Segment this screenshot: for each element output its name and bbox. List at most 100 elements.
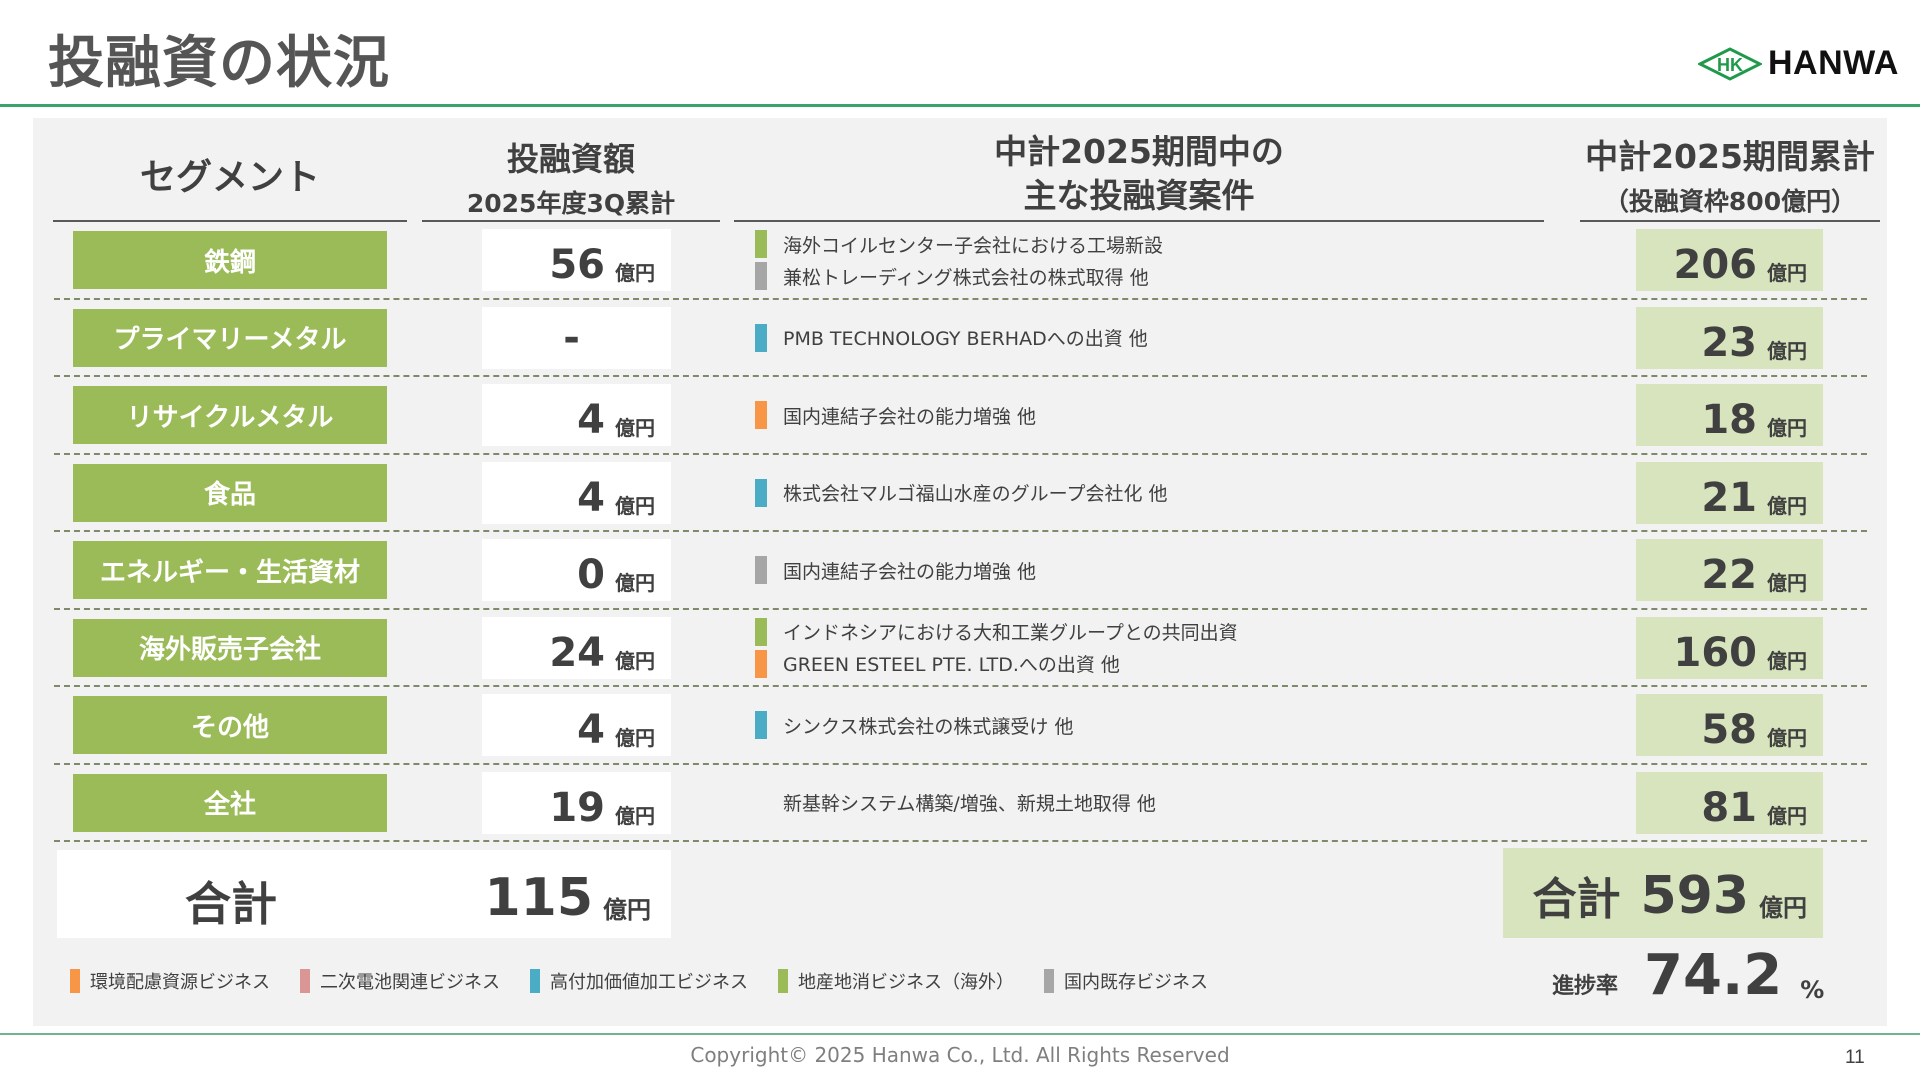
- amount-value: 19: [549, 784, 605, 831]
- row-divider: [54, 762, 1867, 765]
- header-underline-cases: [734, 220, 1544, 222]
- col-header-cases-line2: 主な投融資案件: [1023, 176, 1255, 215]
- amount-cell: 24 億円: [482, 616, 671, 679]
- case-text: GREEN ESTEEL PTE. LTD.への出資 他: [783, 654, 1120, 676]
- cumulative-cell: 160 億円: [1636, 616, 1823, 679]
- cumulative-unit: 億円: [1767, 648, 1807, 673]
- segment-label: 鉄鋼: [73, 231, 387, 289]
- total-label: 合計: [185, 877, 277, 931]
- cumulative-value: 18: [1701, 397, 1757, 443]
- cumulative-cell: 22 億円: [1636, 539, 1823, 601]
- legend-item: 二次電池関連ビジネス: [300, 968, 500, 994]
- header-underline-amount: [422, 220, 720, 222]
- col-header-amount-sub: 2025年度3Q累計: [466, 189, 676, 218]
- cumulative-unit: 億円: [1767, 571, 1807, 595]
- total-cumulative-unit: 億円: [1759, 894, 1807, 922]
- cumulative-value: 206: [1673, 242, 1758, 288]
- investment-cases: 新基幹システム構築/増強、新規土地取得 他: [755, 787, 1555, 819]
- case-text: 国内連結子会社の能力増強 他: [783, 405, 1037, 428]
- case-item: 兼松トレーディング株式会社の株式取得 他: [755, 260, 1555, 292]
- segment-label: その他: [73, 696, 387, 754]
- page-title: 投融資の状況: [48, 31, 390, 96]
- col-header-segment: セグメント: [139, 157, 320, 198]
- cumulative-cell: 81 億円: [1636, 771, 1823, 834]
- segment-label: 食品: [73, 463, 387, 522]
- cumulative-unit: 億円: [1767, 493, 1807, 518]
- cumulative-unit: 億円: [1767, 338, 1807, 363]
- category-legend: 環境配慮資源ビジネス 二次電池関連ビジネス 高付加価値加工ビジネス 地産地消ビジ…: [70, 968, 1238, 994]
- row-divider: [54, 375, 1867, 377]
- amount-unit: 億円: [615, 571, 655, 595]
- col-header-amount-title: 投融資額: [506, 140, 635, 178]
- category-marker-icon: [755, 262, 767, 290]
- case-item: 海外コイルセンター子会社における工場新設: [755, 228, 1555, 260]
- cumulative-cell: 21 億円: [1636, 461, 1823, 524]
- case-item: 国内連結子会社の能力増強 他: [755, 399, 1555, 431]
- case-item: 新基幹システム構築/増強、新規土地取得 他: [755, 787, 1555, 819]
- progress-value: 74.2: [1644, 943, 1783, 1008]
- col-header-cumulative-title: 中計2025期間累計: [1585, 137, 1875, 176]
- segment-label: 全社: [73, 773, 387, 832]
- progress-unit: %: [1800, 976, 1825, 1004]
- cumulative-unit: 億円: [1767, 261, 1807, 285]
- total-amount-box: 合計 115 億円: [57, 850, 671, 938]
- legend-label: 高付加価値加工ビジネス: [550, 972, 748, 993]
- legend-swatch-icon: [530, 969, 540, 993]
- total-cumulative-value: 593: [1640, 866, 1749, 926]
- cumulative-unit: 億円: [1767, 726, 1807, 750]
- investment-cases: PMB TECHNOLOGY BERHADへの出資 他: [755, 322, 1555, 354]
- amount-value: 4: [577, 397, 605, 443]
- case-item: GREEN ESTEEL PTE. LTD.への出資 他: [755, 648, 1555, 680]
- header-underline-segment: [53, 220, 407, 222]
- category-marker-icon: [755, 649, 767, 678]
- amount-value: 4: [577, 707, 605, 753]
- total-amount-unit: 億円: [603, 896, 651, 924]
- col-header-cumulative-sub: （投融資枠800億円）: [1603, 187, 1857, 216]
- segment-label: 海外販売子会社: [73, 618, 387, 677]
- amount-cell: 4 億円: [482, 694, 671, 756]
- amount-value: -: [563, 314, 580, 361]
- cumulative-unit: 億円: [1767, 803, 1807, 828]
- legend-item: 高付加価値加工ビジネス: [530, 968, 748, 994]
- row-divider: [54, 840, 1867, 842]
- segment-label: リサイクルメタル: [73, 386, 387, 444]
- cumulative-unit: 億円: [1767, 416, 1807, 440]
- amount-unit: 億円: [615, 261, 655, 285]
- legend-label: 二次電池関連ビジネス: [320, 972, 500, 993]
- investment-cases: 株式会社マルゴ福山水産のグループ会社化 他: [755, 477, 1555, 509]
- case-text: 海外コイルセンター子会社における工場新設: [783, 234, 1164, 257]
- amount-unit: 億円: [615, 493, 655, 518]
- segment-label: プライマリーメタル: [73, 308, 387, 367]
- category-marker-icon: [755, 401, 767, 429]
- category-marker-icon: [755, 478, 767, 507]
- amount-cell: -: [482, 306, 671, 369]
- amount-unit: 億円: [615, 416, 655, 440]
- amount-value: 0: [577, 552, 605, 598]
- legend-label: 国内既存ビジネス: [1064, 972, 1208, 993]
- logo-text: HANWA: [1768, 44, 1899, 82]
- amount-cell: 19 億円: [482, 771, 671, 834]
- legend-swatch-icon: [778, 969, 788, 993]
- progress-label: 進捗率: [1552, 974, 1619, 999]
- case-item: インドネシアにおける大和工業グループとの共同出資: [755, 616, 1555, 648]
- case-text: シンクス株式会社の株式譲受け 他: [783, 715, 1074, 738]
- col-header-cases-line1: 中計2025期間中の: [994, 132, 1284, 171]
- amount-cell: 0 億円: [482, 539, 671, 601]
- case-text: 株式会社マルゴ福山水産のグループ会社化 他: [783, 483, 1168, 505]
- hanwa-logo: HK HANWA: [1698, 44, 1899, 83]
- col-header-amount: 投融資額 2025年度3Q累計: [422, 134, 720, 220]
- cumulative-cell: 23 億円: [1636, 306, 1823, 369]
- total-cumulative-box: 合計 593 億円: [1503, 848, 1823, 938]
- row-divider: [54, 607, 1867, 610]
- total-cumulative-label: 合計: [1532, 874, 1621, 925]
- cumulative-value: 81: [1701, 784, 1757, 831]
- legend-swatch-icon: [300, 969, 310, 993]
- investment-cases: インドネシアにおける大和工業グループとの共同出資 GREEN ESTEEL PTE…: [755, 616, 1555, 680]
- legend-label: 地産地消ビジネス（海外）: [798, 972, 1014, 993]
- investment-cases: 海外コイルセンター子会社における工場新設兼松トレーディング株式会社の株式取得 他: [755, 228, 1555, 292]
- footer-divider: [0, 1033, 1920, 1035]
- total-amount-value: 115: [484, 868, 593, 928]
- row-divider: [54, 297, 1867, 300]
- cumulative-value: 22: [1701, 552, 1757, 598]
- row-divider: [54, 685, 1867, 687]
